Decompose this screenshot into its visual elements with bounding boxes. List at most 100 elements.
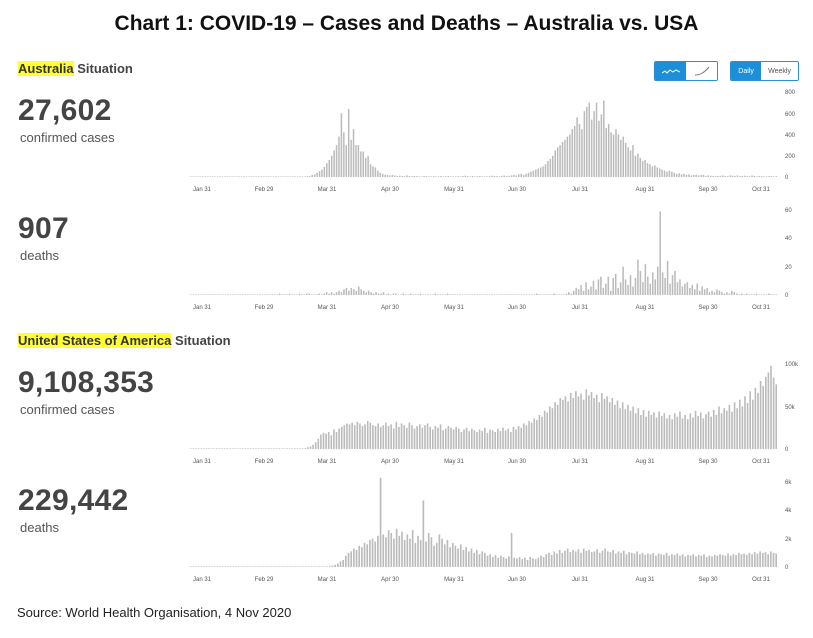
bar (685, 174, 688, 178)
bar (356, 421, 359, 449)
bar (203, 448, 205, 449)
bar (277, 176, 279, 177)
bar (516, 558, 518, 567)
bar (427, 294, 429, 295)
bar (206, 566, 208, 567)
bar (306, 176, 309, 177)
bar (236, 294, 239, 295)
chart-type-toggle[interactable] (654, 61, 718, 81)
bar (408, 175, 411, 177)
bar (213, 448, 216, 449)
bar (634, 155, 637, 177)
bar (304, 176, 306, 177)
bar (345, 287, 348, 295)
bar (392, 428, 395, 449)
bar (364, 424, 366, 449)
bar (355, 550, 358, 567)
bar (236, 448, 239, 449)
bar (214, 176, 216, 177)
bar (718, 406, 720, 449)
bar (624, 409, 627, 449)
daily-button[interactable]: Daily (731, 62, 762, 80)
bar (253, 176, 255, 177)
bar (491, 294, 493, 295)
australia-situation-heading: Australia Situation (18, 61, 133, 76)
x-tick-label: Jan 31 (193, 305, 212, 311)
bar (424, 425, 426, 449)
bar (216, 566, 219, 567)
bar (333, 429, 335, 449)
bar (198, 566, 200, 567)
bar (238, 566, 240, 567)
bar (350, 287, 353, 295)
bar (533, 418, 536, 449)
bar (697, 554, 700, 567)
bar (593, 398, 595, 449)
bar (355, 290, 358, 295)
bar (221, 176, 224, 177)
bar (291, 448, 294, 449)
bar (577, 549, 580, 567)
bar (457, 176, 459, 177)
bar (649, 283, 652, 295)
bar (254, 294, 256, 295)
bar (288, 448, 291, 449)
bar (647, 553, 649, 567)
bar (661, 272, 664, 295)
bar (419, 540, 422, 567)
bar (281, 448, 283, 449)
frequency-toggle[interactable]: Daily Weekly (730, 61, 799, 81)
bar (616, 400, 619, 449)
bar (248, 566, 251, 567)
bar (558, 294, 560, 295)
bar (700, 555, 703, 567)
bar-chart-icon[interactable] (655, 62, 686, 80)
bar (575, 391, 577, 449)
bar (452, 176, 454, 177)
bar (653, 412, 655, 449)
bar (713, 292, 716, 295)
bar (435, 176, 437, 177)
bar (390, 533, 393, 567)
bar (603, 398, 606, 449)
bar (525, 425, 528, 449)
bar (598, 402, 601, 449)
bar (656, 266, 659, 295)
bar (649, 554, 652, 567)
bar (361, 547, 363, 567)
bar (303, 294, 306, 295)
weekly-button[interactable]: Weekly (761, 62, 798, 80)
bar (241, 176, 243, 177)
bar (400, 423, 403, 449)
bar (724, 555, 727, 567)
line-chart-icon[interactable] (686, 62, 717, 80)
bar (321, 169, 323, 177)
bar (564, 396, 567, 449)
bar (737, 552, 740, 567)
bar (505, 175, 508, 177)
bar (537, 168, 539, 177)
y-tick-label: 0 (785, 293, 789, 299)
bar (666, 418, 668, 449)
bar (469, 176, 471, 177)
bar (595, 102, 598, 178)
bar (320, 294, 323, 295)
bar (513, 174, 515, 178)
bar (595, 394, 598, 449)
bar (474, 176, 476, 177)
bar (572, 290, 575, 295)
bar (307, 566, 310, 567)
bar (219, 176, 221, 177)
bar (197, 294, 199, 295)
bar (666, 261, 669, 295)
bar (660, 415, 663, 449)
bar (280, 566, 283, 567)
bar (602, 287, 605, 295)
bar (679, 411, 681, 449)
bar (291, 294, 293, 295)
bar (233, 176, 236, 177)
bar (197, 448, 200, 449)
bar (554, 402, 556, 449)
bar (369, 164, 372, 177)
bar (459, 176, 462, 177)
